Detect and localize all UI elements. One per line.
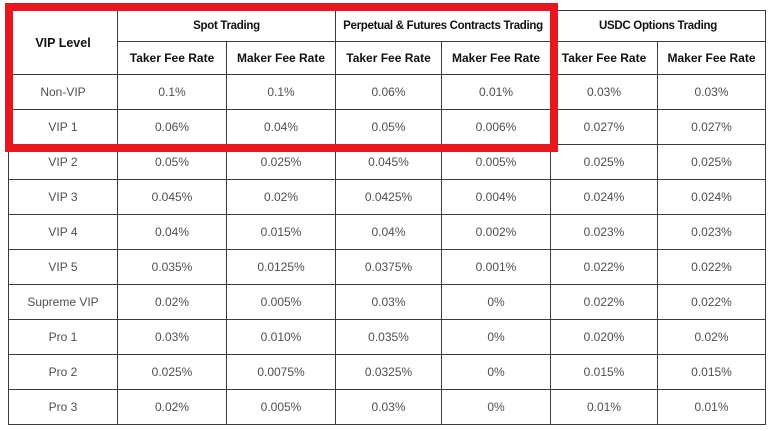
table-row: Pro 2 0.025% 0.0075% 0.0325% 0% 0.015% 0… [8, 354, 767, 390]
fee-cell-perpetual-maker: 0.005% [441, 144, 551, 180]
fee-cell-usdc-taker: 0.025% [550, 144, 658, 180]
fee-cell-spot-maker: 0.0125% [226, 249, 336, 285]
fee-cell-perpetual-taker: 0.05% [335, 109, 442, 145]
fee-cell-usdc-maker: 0.024% [656, 179, 767, 215]
usdc-taker-fee-header: Taker Fee Rate [550, 41, 658, 75]
fee-table: VIP Level Spot Trading Perpetual & Futur… [8, 10, 767, 425]
fee-cell-spot-taker: 0.06% [117, 109, 227, 145]
table-row: Pro 3 0.02% 0.005% 0.03% 0% 0.01% 0.01% [8, 389, 767, 425]
fee-cell-perpetual-taker: 0.045% [335, 144, 442, 180]
fee-cell-spot-taker: 0.02% [117, 284, 227, 320]
fee-cell-spot-maker: 0.015% [226, 214, 336, 250]
fee-cell-usdc-taker: 0.027% [550, 109, 658, 145]
fee-cell-spot-taker: 0.05% [117, 144, 227, 180]
fee-cell-spot-taker: 0.1% [117, 74, 227, 110]
fee-cell-perpetual-maker: 0% [441, 354, 551, 390]
fee-cell-perpetual-maker: 0.001% [441, 249, 551, 285]
vip-level-cell: Non-VIP [8, 74, 118, 110]
fee-cell-perpetual-taker: 0.04% [335, 214, 442, 250]
spot-taker-fee-header: Taker Fee Rate [117, 41, 227, 75]
fee-cell-spot-taker: 0.02% [117, 389, 227, 425]
fee-cell-spot-maker: 0.005% [226, 284, 336, 320]
vip-level-column-header: VIP Level [8, 10, 118, 75]
fee-table-body: Non-VIP 0.1% 0.1% 0.06% 0.01% 0.03% 0.03… [8, 74, 767, 425]
fee-cell-spot-maker: 0.025% [226, 144, 336, 180]
table-row: VIP 1 0.06% 0.04% 0.05% 0.006% 0.027% 0.… [8, 109, 767, 145]
fee-cell-usdc-maker: 0.02% [656, 319, 767, 355]
vip-level-cell: VIP 3 [8, 179, 118, 215]
table-row: VIP 2 0.05% 0.025% 0.045% 0.005% 0.025% … [8, 144, 767, 180]
fee-cell-usdc-maker: 0.022% [656, 284, 767, 320]
fee-cell-spot-maker: 0.010% [226, 319, 336, 355]
fee-cell-spot-maker: 0.0075% [226, 354, 336, 390]
group-header-perpetual-futures-trading: Perpetual & Futures Contracts Trading [335, 10, 551, 42]
group-header-usdc-options-trading: USDC Options Trading [549, 10, 767, 42]
usdc-maker-fee-header: Maker Fee Rate [656, 41, 767, 75]
fee-cell-spot-taker: 0.045% [117, 179, 227, 215]
fee-cell-usdc-taker: 0.020% [550, 319, 658, 355]
fee-cell-usdc-taker: 0.022% [550, 249, 658, 285]
fee-cell-usdc-maker: 0.03% [656, 74, 767, 110]
fee-cell-usdc-maker: 0.015% [656, 354, 767, 390]
fee-cell-usdc-taker: 0.03% [550, 74, 658, 110]
table-row: VIP 3 0.045% 0.02% 0.0425% 0.004% 0.024%… [8, 179, 767, 215]
fee-cell-perpetual-maker: 0% [441, 389, 551, 425]
fee-cell-usdc-taker: 0.023% [550, 214, 658, 250]
table-row: Supreme VIP 0.02% 0.005% 0.03% 0% 0.022%… [8, 284, 767, 320]
vip-level-cell: VIP 2 [8, 144, 118, 180]
fee-cell-spot-taker: 0.025% [117, 354, 227, 390]
perpetual-maker-fee-header: Maker Fee Rate [441, 41, 551, 75]
fee-cell-spot-maker: 0.02% [226, 179, 336, 215]
vip-level-cell: Supreme VIP [8, 284, 118, 320]
fee-cell-usdc-taker: 0.022% [550, 284, 658, 320]
fee-cell-perpetual-maker: 0.002% [441, 214, 551, 250]
vip-level-cell: VIP 1 [8, 109, 118, 145]
fee-cell-perpetual-taker: 0.0325% [335, 354, 442, 390]
fee-cell-spot-taker: 0.035% [117, 249, 227, 285]
fee-cell-usdc-taker: 0.015% [550, 354, 658, 390]
spot-maker-fee-header: Maker Fee Rate [226, 41, 336, 75]
fee-cell-spot-maker: 0.1% [226, 74, 336, 110]
vip-level-cell: Pro 1 [8, 319, 118, 355]
fee-cell-perpetual-maker: 0% [441, 319, 551, 355]
fee-cell-usdc-maker: 0.01% [656, 389, 767, 425]
fee-cell-perpetual-taker: 0.03% [335, 284, 442, 320]
fee-cell-spot-maker: 0.005% [226, 389, 336, 425]
fee-cell-perpetual-maker: 0% [441, 284, 551, 320]
sub-header-row: Taker Fee Rate Maker Fee Rate Taker Fee … [9, 41, 767, 75]
fee-cell-usdc-maker: 0.025% [656, 144, 767, 180]
fee-cell-usdc-maker: 0.027% [656, 109, 767, 145]
vip-level-cell: VIP 4 [8, 214, 118, 250]
perpetual-taker-fee-header: Taker Fee Rate [335, 41, 442, 75]
fee-cell-spot-taker: 0.03% [117, 319, 227, 355]
vip-level-cell: Pro 2 [8, 354, 118, 390]
fee-cell-spot-taker: 0.04% [117, 214, 227, 250]
fee-cell-usdc-taker: 0.01% [550, 389, 658, 425]
fee-cell-perpetual-taker: 0.0425% [335, 179, 442, 215]
fee-cell-perpetual-maker: 0.004% [441, 179, 551, 215]
table-row: VIP 5 0.035% 0.0125% 0.0375% 0.001% 0.02… [8, 249, 767, 285]
fee-cell-spot-maker: 0.04% [226, 109, 336, 145]
fee-cell-perpetual-maker: 0.006% [441, 109, 551, 145]
vip-level-cell: VIP 5 [8, 249, 118, 285]
table-row: Non-VIP 0.1% 0.1% 0.06% 0.01% 0.03% 0.03… [8, 74, 767, 110]
fee-cell-perpetual-taker: 0.06% [335, 74, 442, 110]
table-row: Pro 1 0.03% 0.010% 0.035% 0% 0.020% 0.02… [8, 319, 767, 355]
vip-level-cell: Pro 3 [8, 389, 118, 425]
fee-cell-perpetual-taker: 0.0375% [335, 249, 442, 285]
fee-cell-perpetual-maker: 0.01% [441, 74, 551, 110]
fee-cell-perpetual-taker: 0.03% [335, 389, 442, 425]
fee-cell-usdc-maker: 0.023% [656, 214, 767, 250]
table-row: VIP 4 0.04% 0.015% 0.04% 0.002% 0.023% 0… [8, 214, 767, 250]
fee-cell-perpetual-taker: 0.035% [335, 319, 442, 355]
fee-cell-usdc-taker: 0.024% [550, 179, 658, 215]
group-header-row: VIP Level Spot Trading Perpetual & Futur… [8, 10, 767, 75]
group-header-spot-trading: Spot Trading [117, 10, 336, 42]
fee-cell-usdc-maker: 0.022% [656, 249, 767, 285]
